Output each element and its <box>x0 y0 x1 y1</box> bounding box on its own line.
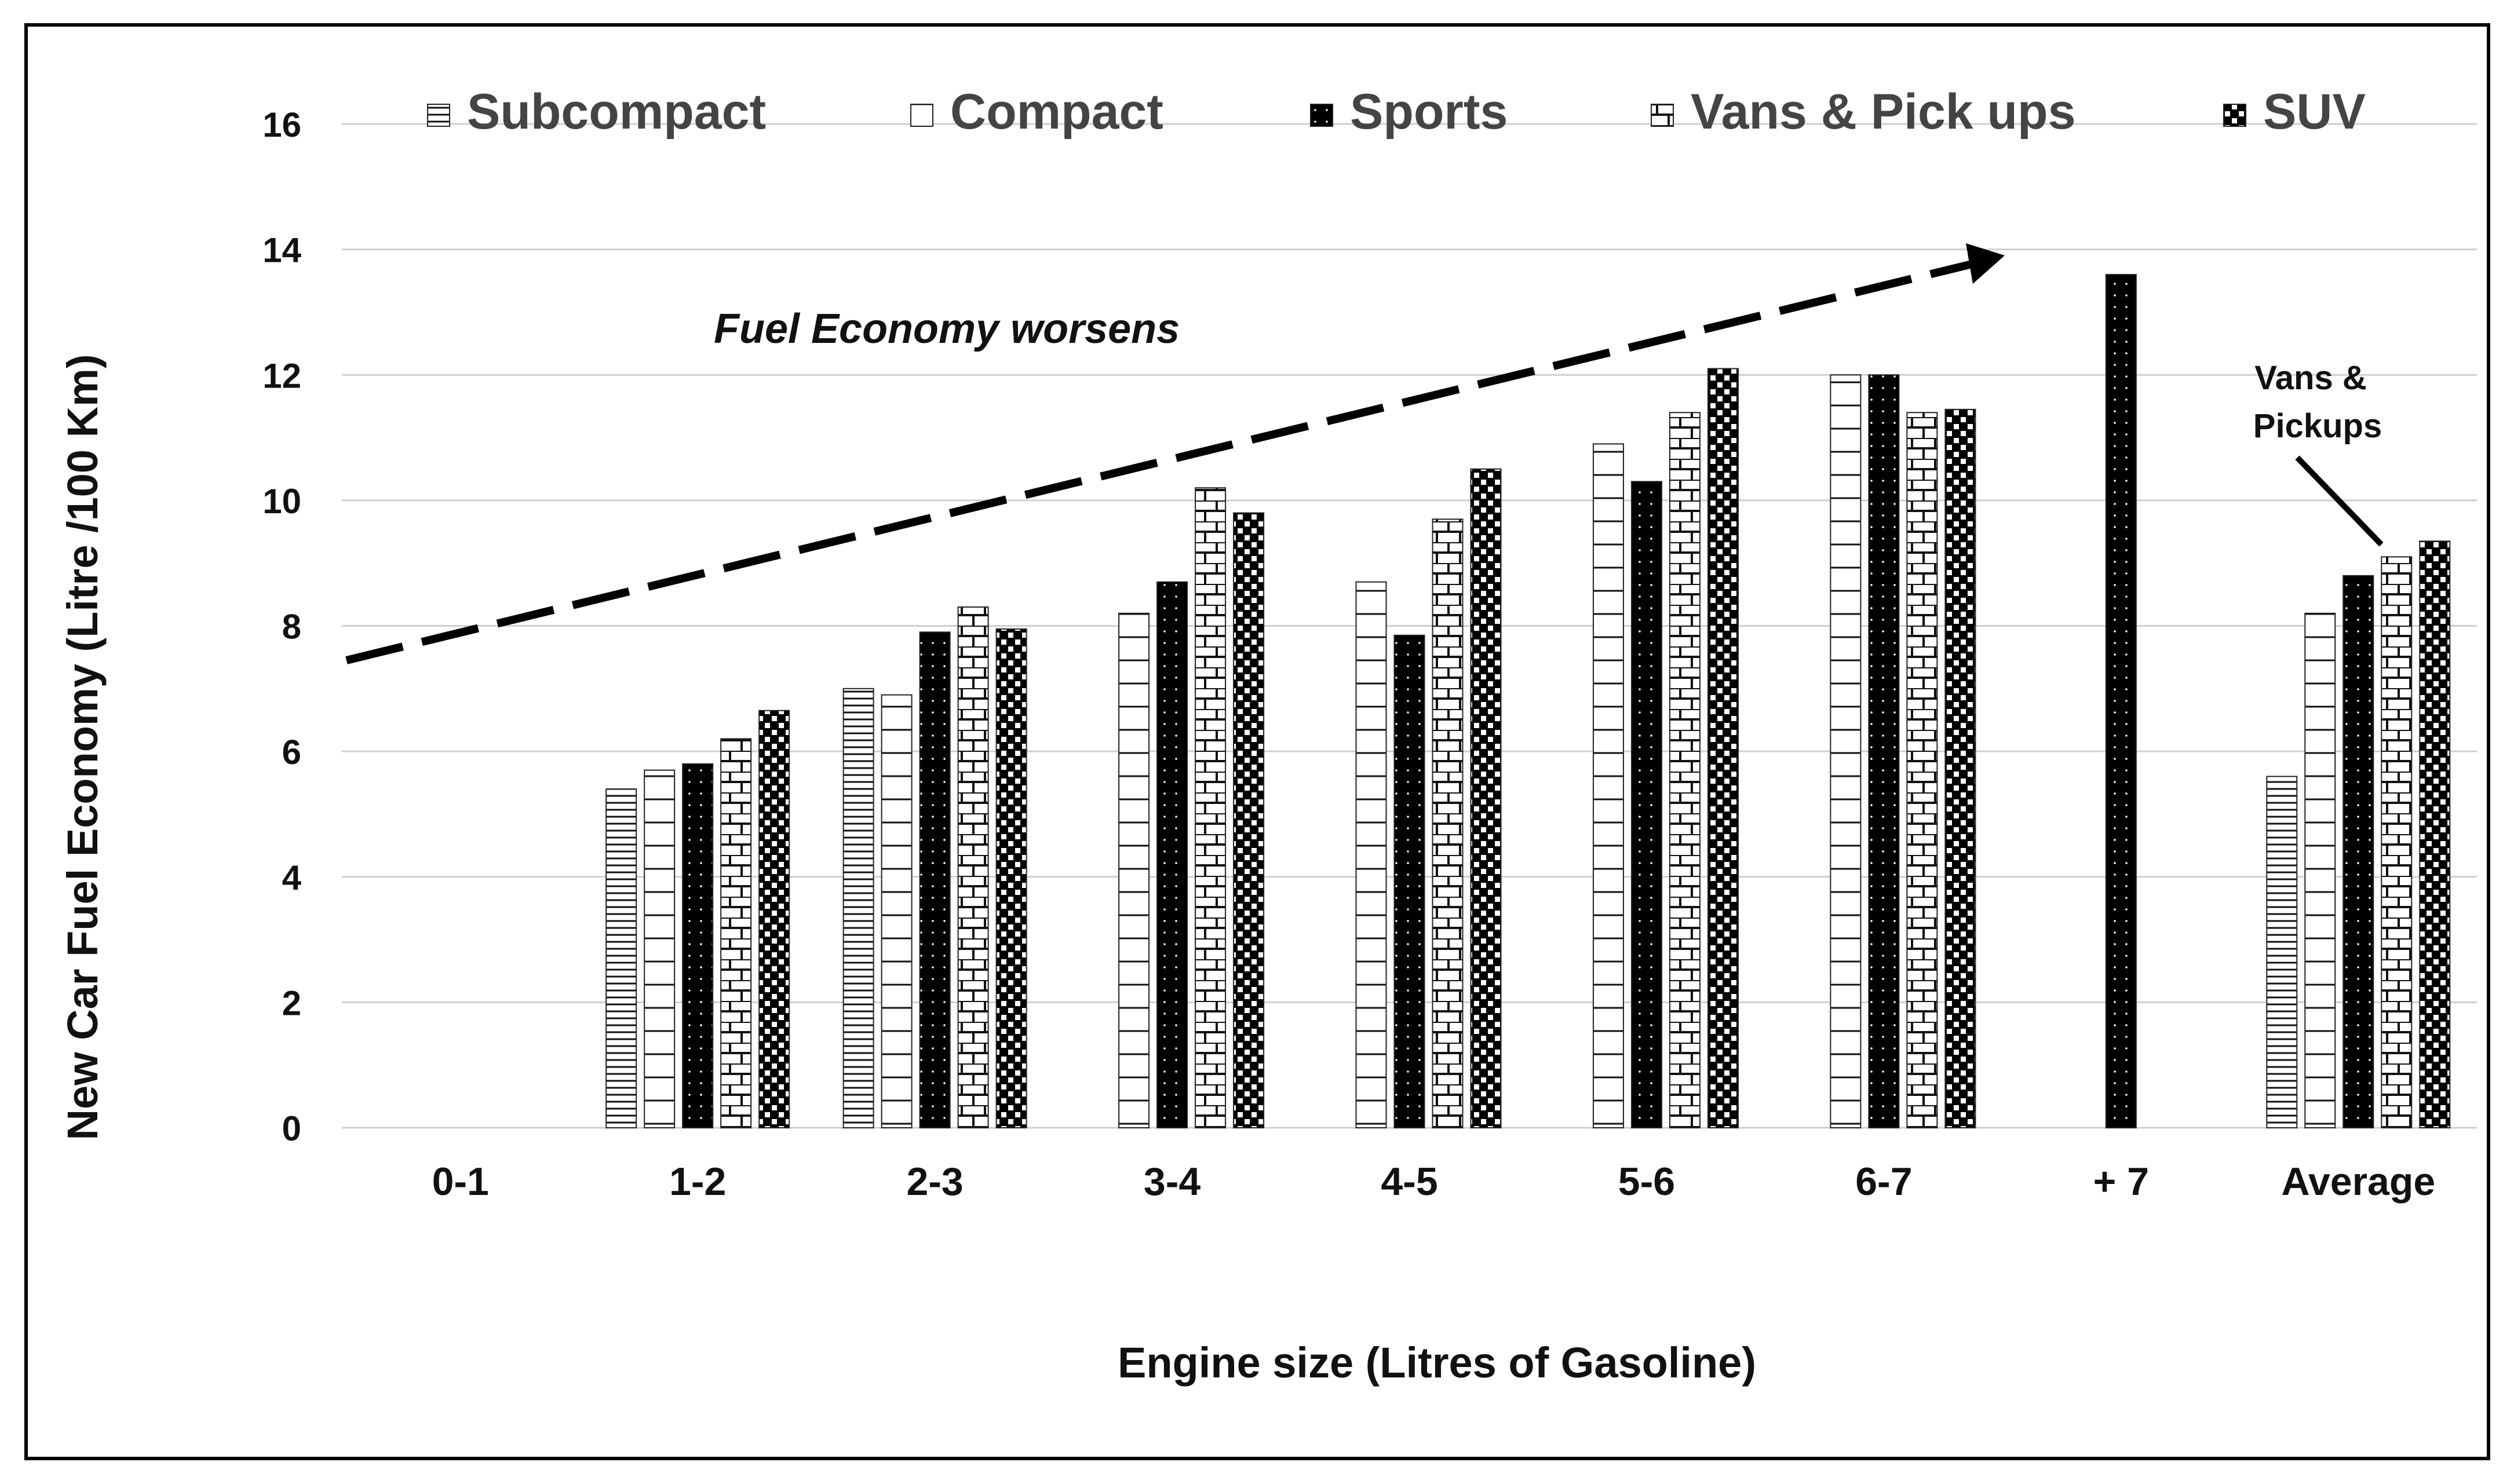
x-tick-label-4-5: 4-5 <box>1381 1160 1437 1204</box>
series-compact <box>644 374 2336 1129</box>
legend-swatch-suv <box>2223 104 2246 127</box>
callout-arrow <box>2295 455 2384 547</box>
bar-suv-6-7 <box>1944 408 1976 1128</box>
x-tick-label-5-6: 5-6 <box>1618 1160 1675 1204</box>
callout-line-2: Pickups <box>2253 407 2382 445</box>
bar-vans-pick-ups-6-7 <box>1906 412 1938 1128</box>
legend-label-subcompact: Subcompact <box>467 84 766 140</box>
bar-suv-3-4 <box>1233 512 1265 1128</box>
x-axis-label: Engine size (Litres of Gasoline) <box>1118 1339 1756 1387</box>
legend-label-vans-pick-ups: Vans & Pick ups <box>1691 84 2075 140</box>
vans-pickups-callout: Vans & Pickups <box>2253 359 2384 547</box>
y-axis-label: New Car Fuel Economy (Litre /100 Km) <box>59 354 107 1140</box>
y-tick-label-16: 16 <box>262 105 301 144</box>
bars <box>605 273 2451 1129</box>
series-subcompact <box>605 688 2298 1129</box>
bar-compact-1-2 <box>644 769 676 1128</box>
bar-sports-5-6 <box>1630 481 1662 1128</box>
bar-vans-pick-ups-4-5 <box>1432 518 1464 1128</box>
x-tick-label-0-1: 0-1 <box>432 1160 489 1204</box>
bar-subcompact-2-3 <box>842 688 874 1128</box>
bar-sports-2-3 <box>919 631 951 1129</box>
bar-sports-average <box>2342 575 2374 1128</box>
y-tick-label-12: 12 <box>262 356 301 395</box>
legend-swatch-sports <box>1310 104 1333 127</box>
x-tick-label-3-4: 3-4 <box>1144 1160 1201 1204</box>
y-tick-label-0: 0 <box>282 1109 301 1148</box>
x-tick-label-6-7: 6-7 <box>1855 1160 1912 1204</box>
bar-compact-5-6 <box>1592 443 1624 1128</box>
bar-compact-average <box>2304 612 2336 1128</box>
bar-suv-2-3 <box>995 628 1027 1128</box>
y-axis-ticks: 0 2 4 6 8 10 12 14 16 <box>262 105 301 1148</box>
legend-label-sports: Sports <box>1350 84 1508 140</box>
trend-arrowhead <box>1966 243 2005 284</box>
series-suv <box>758 368 2451 1129</box>
legend-label-suv: SUV <box>2263 84 2366 140</box>
bar-sports-6-7 <box>1868 374 1900 1128</box>
y-tick-label-14: 14 <box>262 231 301 270</box>
bar-compact-2-3 <box>881 694 913 1129</box>
x-tick-label-7: + 7 <box>2093 1160 2149 1204</box>
trend-arrow <box>345 255 1994 664</box>
bar-sports-4-5 <box>1393 634 1425 1128</box>
legend-swatch-subcompact <box>427 104 450 127</box>
bar-suv-1-2 <box>758 710 790 1129</box>
legend: Subcompact Compact Sports Vans & Pick ups SU… <box>427 84 2366 140</box>
bar-suv-4-5 <box>1470 468 1502 1128</box>
series-sports <box>682 273 2374 1129</box>
y-tick-label-4: 4 <box>282 858 302 897</box>
x-tick-label-2-3: 2-3 <box>906 1160 963 1204</box>
bar-subcompact-1-2 <box>605 788 637 1129</box>
trend-annotation: Fuel Economy worsens <box>714 306 1180 352</box>
legend-swatch-vans-pick-ups <box>1651 104 1674 127</box>
bar-vans-pick-ups-1-2 <box>720 738 752 1128</box>
bar-vans-pick-ups-3-4 <box>1195 487 1227 1128</box>
y-tick-label-6: 6 <box>282 733 301 772</box>
bar-sports-1-2 <box>682 763 714 1128</box>
legend-label-compact: Compact <box>950 84 1163 140</box>
bar-compact-4-5 <box>1355 581 1387 1128</box>
x-tick-label-1-2: 1-2 <box>669 1160 726 1204</box>
bar-vans-pick-ups-2-3 <box>957 606 989 1128</box>
bar-compact-3-4 <box>1118 612 1150 1128</box>
series-vans-pick-ups <box>720 412 2413 1128</box>
y-tick-label-10: 10 <box>262 482 301 521</box>
y-tick-label-8: 8 <box>282 608 301 646</box>
bar-vans-pick-ups-average <box>2381 556 2413 1128</box>
bar-subcompact-average <box>2266 776 2298 1128</box>
x-tick-label-average: Average <box>2281 1160 2435 1204</box>
bar-suv-average <box>2419 540 2451 1128</box>
y-tick-label-2: 2 <box>282 984 301 1022</box>
legend-swatch-compact <box>910 104 933 127</box>
x-axis-ticks: 0-1 1-2 2-3 3-4 4-5 5-6 6-7 + 7 Average <box>432 1160 2436 1204</box>
bar-suv-5-6 <box>1707 368 1739 1129</box>
bar-compact-6-7 <box>1830 374 1862 1128</box>
bar-vans-pick-ups-5-6 <box>1669 412 1701 1128</box>
bar-sports-7 <box>2105 273 2137 1129</box>
bar-sports-3-4 <box>1156 581 1188 1128</box>
callout-line-1: Vans & <box>2254 359 2366 397</box>
